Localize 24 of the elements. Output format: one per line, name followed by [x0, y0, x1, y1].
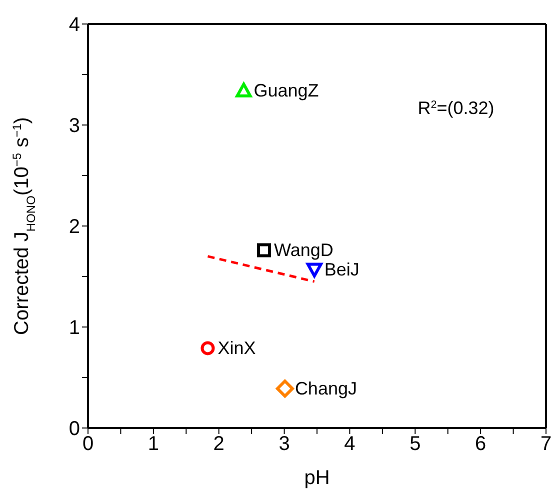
point — [276, 380, 294, 398]
series-label: BeiJ — [324, 259, 360, 280]
x-tick-label: 2 — [213, 433, 224, 456]
x-tick-label: 7 — [540, 433, 552, 456]
y-tick-label: 0 — [68, 418, 80, 440]
series-label: GuangZ — [254, 80, 319, 101]
point — [306, 262, 322, 278]
x-tick-label: 1 — [148, 433, 159, 456]
point — [236, 82, 252, 98]
x-tick-label: 4 — [344, 433, 356, 456]
y-tick-label: 2 — [68, 216, 80, 238]
x-tick-label: 3 — [278, 433, 290, 456]
annotation: R$^{2}$=(0.32) — [418, 98, 494, 118]
point — [257, 243, 272, 258]
point — [200, 341, 215, 356]
x-tick-label: 6 — [475, 433, 486, 456]
y-tick-label: 4 — [68, 14, 80, 36]
series-label: ChangJ — [294, 378, 357, 399]
y-tick-label: 3 — [68, 115, 80, 138]
y-tick-label: 1 — [68, 317, 80, 340]
series-label: WangD — [274, 240, 334, 260]
x-tick-label: 5 — [410, 433, 421, 456]
x-axis-title: pH — [304, 467, 330, 489]
series-label: XinX — [218, 338, 256, 358]
